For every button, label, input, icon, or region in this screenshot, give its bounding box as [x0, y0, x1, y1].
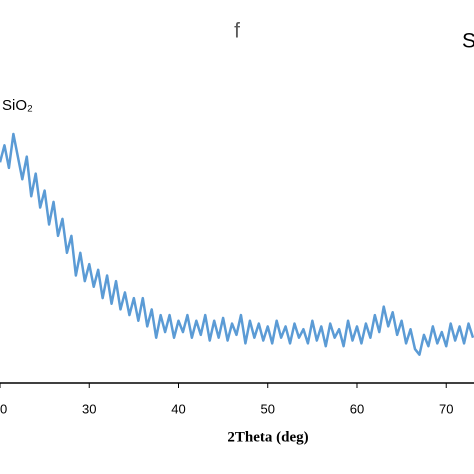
x-tick-label: 70	[439, 401, 453, 416]
x-tick-label: 60	[350, 401, 364, 416]
annotation: S	[462, 30, 474, 53]
data-line	[0, 132, 474, 356]
x-tick-label: 20	[0, 401, 7, 416]
x-tick-label: 40	[171, 401, 185, 416]
annotation: SiO₂	[2, 97, 33, 114]
chart-title: f	[234, 20, 240, 43]
x-axis-label: 2Theta (deg)	[227, 429, 308, 445]
x-tick-label: 30	[82, 401, 96, 416]
x-tick-label: 50	[261, 401, 275, 416]
